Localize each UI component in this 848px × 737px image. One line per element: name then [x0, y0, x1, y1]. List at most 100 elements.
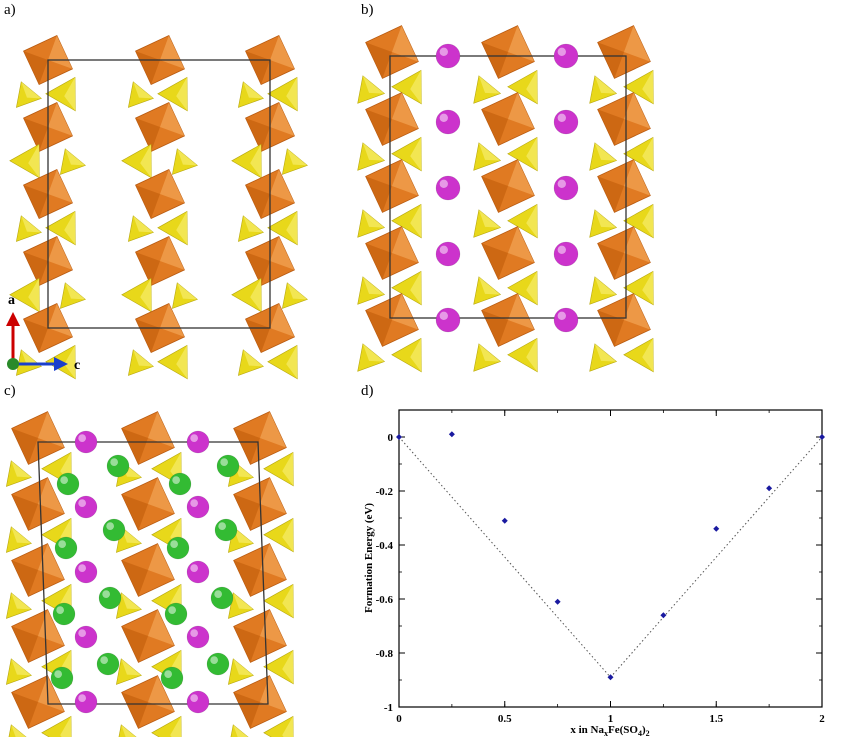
tetrahedron [237, 349, 264, 376]
tetrahedron-facet [282, 518, 294, 552]
octahedron-facet [245, 185, 270, 219]
tetrahedron-face [507, 270, 538, 306]
octahedron-facet [48, 169, 73, 203]
data-point [660, 612, 667, 619]
tetrahedron [623, 337, 654, 373]
tetrahedron-facet [282, 650, 294, 684]
octahedron [365, 226, 419, 280]
octahedron [365, 159, 419, 213]
green-atom-highlight [218, 522, 226, 531]
sodium-atom-highlight [439, 245, 448, 254]
convex-hull-line [398, 436, 823, 679]
octahedron [121, 609, 175, 663]
data-point [607, 674, 614, 681]
data-point [554, 598, 561, 605]
y-tick-label: -0.6 [376, 594, 394, 606]
octahedron [481, 25, 535, 79]
green-atom-highlight [164, 670, 172, 679]
tetrahedron [589, 75, 618, 104]
tetrahedron-facet [642, 137, 654, 171]
octahedron-facet [148, 543, 175, 580]
octahedron [121, 543, 175, 597]
data-point [766, 485, 773, 492]
tetrahedron-face [623, 136, 654, 172]
octahedron-facet [481, 109, 508, 146]
green-atom-highlight [60, 476, 68, 484]
green-atom-highlight [170, 540, 178, 549]
tetrahedron-face [267, 76, 298, 112]
sodium-atom [186, 495, 210, 519]
tetrahedron-facet [526, 137, 538, 171]
octahedron-facet [23, 319, 48, 353]
octahedron-facet [508, 25, 535, 62]
sodium-atom [553, 43, 579, 69]
tetrahedron-facet [526, 204, 538, 238]
octahedron-facet [260, 675, 287, 712]
tetrahedron [267, 210, 298, 246]
tetrahedron [507, 136, 538, 172]
y-tick-label: 0 [388, 432, 394, 444]
panel-label-d: d) [361, 383, 374, 399]
octahedron-facet [392, 159, 419, 196]
octahedron [365, 92, 419, 146]
tetrahedron-face [267, 344, 298, 380]
tetrahedron [151, 715, 182, 737]
green-atom [56, 472, 80, 496]
octahedron [597, 293, 651, 347]
tetrahedron [231, 277, 262, 313]
sodium-atom [553, 175, 579, 201]
octahedron [481, 159, 535, 213]
octahedron [11, 477, 65, 531]
octahedron-facet [597, 109, 624, 146]
octahedron-facet [48, 236, 73, 270]
tetrahedron [473, 75, 502, 104]
octahedron [597, 92, 651, 146]
sodium-atom-highlight [439, 113, 448, 123]
tetrahedron [263, 583, 294, 619]
data-points [396, 431, 825, 681]
sodium-atom [435, 43, 461, 69]
atoms-c [50, 430, 240, 714]
tetrahedron-facet [140, 144, 152, 178]
tetrahedron-face [5, 724, 32, 737]
tetrahedron [357, 75, 386, 104]
tetrahedron-face [115, 724, 142, 737]
octahedron-facet [148, 411, 175, 448]
y-tick-label: -1 [384, 702, 393, 714]
tetrahedron-face [263, 649, 294, 685]
tetrahedron-face [507, 203, 538, 239]
tetrahedron [45, 76, 76, 112]
tetrahedron [473, 343, 502, 372]
octahedron-facet [624, 226, 651, 263]
tetrahedron-facet [362, 142, 385, 161]
tetrahedron [589, 343, 618, 372]
octahedron-facet [135, 252, 160, 286]
green-atom [168, 472, 192, 496]
octahedron [11, 543, 65, 597]
tetrahedron-face [507, 69, 538, 105]
green-atom-highlight [54, 670, 63, 679]
tetrahedron-face [391, 270, 422, 306]
plot-frame [398, 409, 823, 708]
octahedron [11, 675, 65, 729]
octahedron-facet [11, 560, 38, 597]
tetrahedron-facet [282, 716, 294, 737]
tetrahedron-face [623, 337, 654, 373]
octahedron-facet [508, 92, 535, 129]
octahedron-facet [135, 118, 160, 152]
octahedron-facet [233, 560, 260, 597]
octahedron-facet [11, 494, 38, 531]
octahedron [11, 609, 65, 663]
tetrahedron [59, 282, 86, 309]
tetrahedron [391, 337, 422, 373]
sodium-atom [435, 307, 461, 333]
tetrahedron-face [623, 69, 654, 105]
tetrahedron [391, 270, 422, 306]
panel-label-b: b) [361, 2, 374, 18]
green-atom [106, 454, 130, 478]
tetrahedron-face [263, 583, 294, 619]
tetrahedron [281, 282, 308, 309]
octahedron-facet [597, 243, 624, 280]
octahedron-facet [11, 692, 38, 729]
